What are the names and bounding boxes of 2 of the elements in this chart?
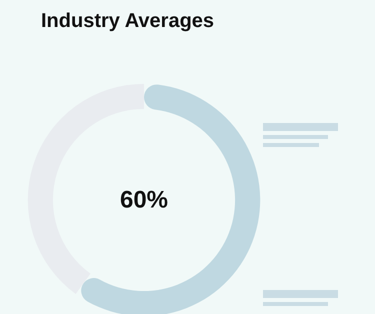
chart-title: Industry Averages bbox=[41, 10, 214, 32]
data-label: 60% bbox=[120, 186, 168, 214]
